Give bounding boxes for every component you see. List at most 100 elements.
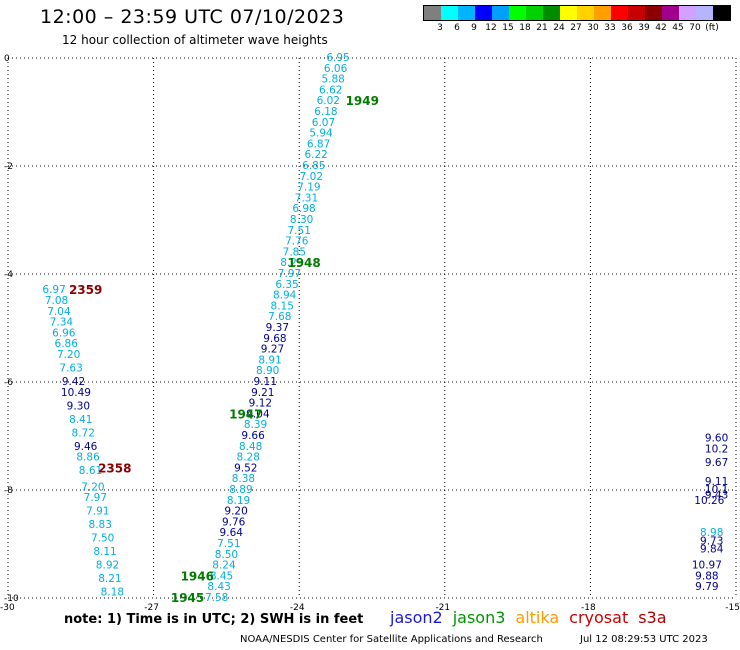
wave-height-value: 10.97 [692, 560, 722, 572]
wave-height-value: 6.62 [319, 84, 342, 96]
legend-label: 27 [570, 23, 582, 33]
y-tick-label: -8 [4, 486, 13, 496]
map-grid [7, 57, 737, 599]
y-tick-label: 0 [4, 54, 10, 64]
wave-height-value: 9.43 [705, 489, 728, 501]
wave-height-value: 8.43 [207, 581, 230, 593]
wave-height-value: 6.97 [42, 284, 65, 296]
wave-height-value: 6.85 [302, 160, 325, 172]
pass-time-label: 1948 [287, 256, 320, 270]
wave-height-value: 9.66 [241, 430, 265, 442]
wave-height-value: 6.07 [312, 117, 335, 129]
wave-height-value: 8.94 [273, 290, 297, 302]
wave-height-value: 8.19 [227, 495, 250, 507]
credit-line: NOAA/NESDIS Center for Satellite Applica… [240, 634, 543, 645]
wave-height-value: 8.18 [101, 587, 124, 599]
wave-height-value: 9.04 [246, 408, 270, 420]
wave-height-points: 6.956.065.886.626.026.186.075.946.876.22… [42, 52, 728, 604]
wave-height-value: 8.24 [212, 560, 236, 572]
legend-label: 12 [485, 23, 497, 33]
wave-height-value: 7.50 [91, 533, 114, 545]
wave-height-value: 9.64 [220, 527, 244, 539]
legend-swatch [611, 6, 628, 20]
pass-time-label: 2358 [98, 461, 131, 475]
legend-label: 42 [655, 23, 667, 33]
wave-height-value: 7.19 [297, 182, 320, 194]
legend-label: 15 [502, 23, 514, 33]
x-tick-label: -24 [290, 603, 305, 612]
legend-swatch [509, 6, 526, 20]
wave-height-value: 8.90 [256, 365, 279, 377]
wave-height-value: 9.37 [266, 322, 289, 334]
wave-height-value: 8.98 [700, 527, 723, 539]
wave-height-value: 7.68 [268, 311, 291, 323]
wave-height-value: 10.49 [61, 387, 91, 399]
wave-height-value: 7.58 [205, 592, 228, 604]
wave-height-value: 9.84 [700, 543, 724, 555]
wave-height-value: 9.73 [700, 535, 723, 547]
legend-swatch [594, 6, 611, 20]
wave-height-value: 9.12 [249, 398, 272, 410]
legend-swatch [475, 6, 492, 20]
wave-height-value: 6.96 [52, 327, 76, 339]
pass-time-label: 1947 [229, 407, 262, 421]
track-2: 6.977.087.047.346.966.867.207.639.4210.4… [42, 284, 124, 598]
legend-swatch [458, 6, 475, 20]
time-labels: 1949 1948 1947 1946 1945 2359 2358 [69, 94, 379, 605]
wave-height-value: 6.87 [307, 138, 330, 150]
wave-height-value: 9.46 [74, 441, 98, 453]
wave-height-value: 8.11 [93, 546, 116, 558]
wave-height-value: 7.20 [57, 349, 80, 361]
legend-label: 33 [604, 23, 616, 33]
legend-label: 30 [587, 23, 599, 33]
satellite-s3a: s3a [638, 608, 667, 627]
legend-swatch [713, 6, 730, 20]
pass-time-label: 1945 [171, 591, 204, 605]
wave-height-value: 7.02 [300, 171, 323, 183]
x-tick-label: -15 [725, 603, 740, 612]
y-tick-label: -2 [4, 162, 13, 172]
wave-height-value: 8.39 [244, 419, 267, 431]
wave-height-value: 10.1 [705, 484, 728, 496]
wave-height-value: 7.20 [81, 481, 104, 493]
wave-height-value: 8.45 [210, 570, 233, 582]
legend-swatch [424, 6, 441, 20]
wave-height-map: -30 -27 -24 -21 -18 -150-2-4-6-8-10 6.956.065… [0, 52, 740, 612]
wave-height-value: 7.51 [288, 225, 311, 237]
wave-height-value: 6.02 [317, 95, 340, 107]
wave-height-value: 9.21 [251, 387, 274, 399]
legend-label: 18 [519, 23, 531, 33]
wave-height-value: 8.21 [98, 573, 121, 585]
wave-height-value: 6.98 [292, 203, 315, 215]
wave-height-value: 7.04 [47, 306, 71, 318]
wave-height-value: 10.2 [705, 444, 728, 456]
legend-swatch [560, 6, 577, 20]
wave-height-value: 7.34 [50, 317, 74, 329]
satellite-legend: jason2 jason3 altika cryosat s3a [390, 608, 677, 627]
wave-height-value: 8.86 [76, 452, 100, 464]
wave-height-value: 9.67 [705, 457, 728, 469]
x-tick-label: -27 [144, 603, 159, 612]
legend-label: 36 [621, 23, 633, 33]
legend-swatch [662, 6, 679, 20]
wave-height-value: 9.76 [222, 516, 246, 528]
y-tick-label: -4 [4, 270, 13, 280]
legend-swatch [492, 6, 509, 20]
wave-height-value: 7.85 [283, 246, 306, 258]
wave-height-value: 8.48 [239, 441, 262, 453]
legend-label: 24 [553, 23, 565, 33]
pass-time-label: 1946 [181, 569, 214, 583]
footnote: note: 1) Time is in UTC; 2) SWH is in fe… [64, 612, 364, 627]
wave-height-value: 6.18 [314, 106, 337, 118]
legend-swatch [543, 6, 560, 20]
satellite-altika: altika [515, 608, 560, 627]
wave-height-value: 5.88 [321, 74, 344, 86]
legend-swatch [628, 6, 645, 20]
legend-label: 70 [689, 23, 701, 33]
wave-height-value: 6.06 [324, 63, 348, 75]
legend-label: 3 [437, 23, 443, 33]
wave-height-value: 6.95 [326, 52, 349, 64]
track-1: 6.956.065.886.626.026.186.075.946.876.22… [205, 52, 350, 604]
legend-swatch [679, 6, 696, 20]
color-legend: 3 6 9 12 15 18 21 24 27 30 33 36 39 42 45 70 (ft) [423, 5, 731, 35]
